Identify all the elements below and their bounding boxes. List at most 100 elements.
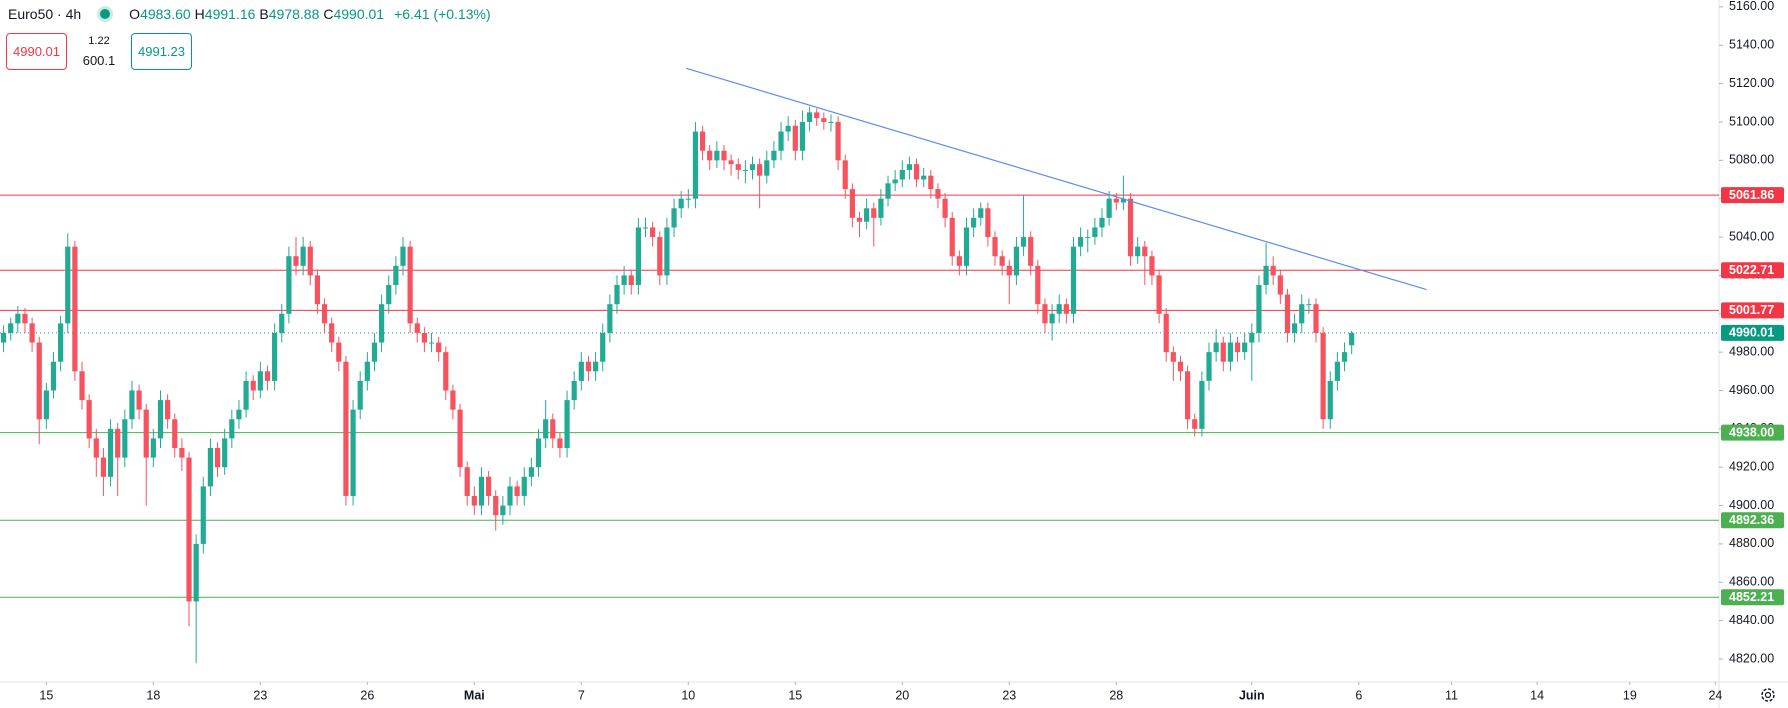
candle-body: [129, 390, 135, 420]
price-tag: [1721, 589, 1784, 606]
candle-body: [835, 121, 841, 161]
candle-body: [1106, 198, 1112, 218]
candle-body: [329, 323, 335, 343]
candle-body: [742, 169, 748, 171]
candle-body: [143, 409, 149, 458]
spread: 1.22: [88, 35, 110, 47]
candle-body: [186, 457, 192, 602]
y-tick-label: 4820.00: [1729, 651, 1774, 665]
candle-body: [343, 361, 349, 496]
y-tick-label: 5120.00: [1729, 76, 1774, 90]
candle-body: [272, 332, 278, 381]
candle-body: [400, 246, 406, 266]
candle-body: [892, 179, 898, 184]
candle-body: [179, 448, 185, 458]
candle-body: [828, 121, 834, 123]
x-tick-label: 15: [39, 688, 53, 702]
settings-icon[interactable]: [1761, 688, 1775, 702]
candle-body: [1213, 342, 1219, 353]
price-tag: [1721, 262, 1784, 279]
candle-body: [1263, 265, 1269, 285]
x-tick-label: 28: [1109, 688, 1123, 702]
candle-body: [528, 467, 534, 477]
candle-body: [229, 419, 235, 439]
volume[interactable]: 600.1: [82, 53, 116, 68]
candle-body: [8, 323, 14, 333]
candle-body: [279, 313, 285, 333]
candle-body: [1170, 352, 1176, 362]
candle-body: [1092, 227, 1098, 238]
candle-body: [50, 361, 57, 391]
ohlc-key: O: [129, 6, 141, 22]
candle-body: [1227, 342, 1234, 362]
candle-body: [642, 227, 649, 229]
candle-body: [1163, 313, 1169, 353]
candle-body: [1028, 237, 1034, 266]
candle-body: [414, 323, 420, 333]
candle-body: [100, 457, 107, 477]
candle-body: [671, 208, 677, 228]
candle-body: [749, 164, 756, 170]
candle-body: [557, 438, 563, 449]
candle-body: [1035, 265, 1041, 305]
candle-body: [165, 400, 171, 420]
candle-body: [1013, 246, 1020, 276]
candle-body: [150, 438, 156, 458]
x-tick-label: 15: [788, 688, 802, 702]
candle-body: [300, 246, 306, 266]
candle-body: [707, 150, 713, 161]
candle-body: [243, 380, 249, 410]
candle-body: [314, 275, 321, 305]
candle-body: [1341, 352, 1348, 362]
candle-body: [1306, 304, 1312, 306]
candle-body: [214, 448, 221, 468]
candle-body: [364, 361, 370, 381]
candle-body: [871, 208, 877, 218]
price-tag-label: 4990.01: [1729, 326, 1774, 340]
candle-body: [664, 227, 670, 276]
candle-body: [115, 428, 121, 458]
y-tick-label: 4880.00: [1729, 536, 1774, 550]
candle-body: [1142, 246, 1148, 257]
candle-body: [257, 371, 263, 391]
candle-body: [600, 332, 606, 362]
candle-body: [1006, 265, 1012, 276]
candle-body: [58, 323, 64, 362]
candle-body: [571, 380, 577, 401]
candle-body: [207, 448, 214, 487]
y-tick-label: 5140.00: [1729, 38, 1774, 52]
candle-body: [821, 118, 827, 122]
candle-body: [578, 361, 584, 381]
x-tick-label: 23: [1002, 688, 1016, 702]
candle-body: [236, 409, 242, 420]
candle-body: [785, 125, 791, 132]
candle-body: [1334, 361, 1340, 381]
x-tick-label: 11: [1445, 688, 1458, 702]
candle-body: [1113, 198, 1119, 203]
price-tag: [1721, 424, 1784, 441]
candle-body: [22, 313, 28, 324]
candle-body: [585, 361, 592, 372]
symbol[interactable]: Euro50 · 4h: [8, 6, 82, 22]
candle-body: [493, 495, 499, 516]
candle-body: [500, 505, 506, 516]
candle-body: [849, 189, 855, 218]
gear-ring: [1761, 688, 1775, 702]
candle-body: [222, 438, 228, 468]
candle-body: [1120, 198, 1127, 203]
candle-body: [350, 409, 356, 496]
candle-body: [1177, 361, 1184, 372]
candle-body: [379, 304, 385, 343]
sell-button[interactable]: 4990.01: [6, 32, 67, 70]
candle-body: [921, 175, 927, 180]
candle-body: [692, 131, 699, 199]
candle-body: [714, 150, 720, 161]
candle-body: [592, 361, 599, 372]
candle-body: [878, 198, 884, 218]
buy-button[interactable]: 4991.23: [131, 32, 192, 70]
x-tick-label: Mai: [464, 688, 485, 702]
candle-body: [535, 438, 542, 468]
candle-body: [393, 265, 399, 285]
candle-body: [29, 323, 35, 343]
